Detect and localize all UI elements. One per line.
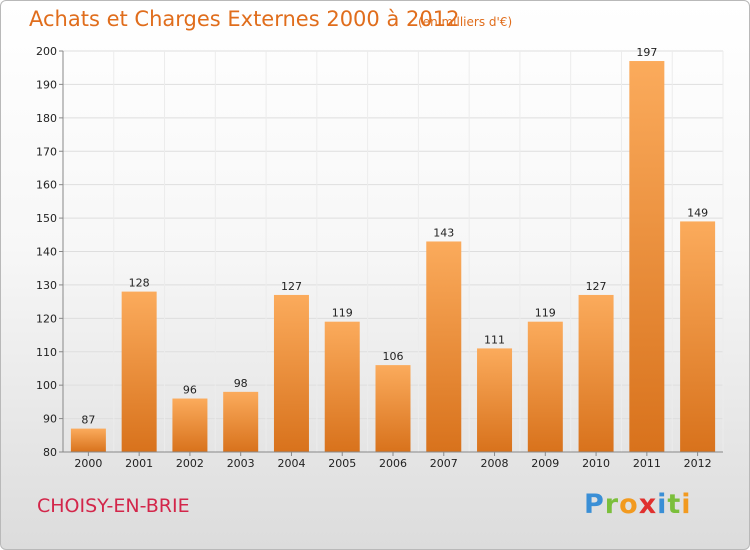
y-tick-label: 160	[36, 179, 57, 192]
bar-2008	[477, 348, 513, 452]
commune-name: CHOISY-EN-BRIE	[37, 495, 190, 517]
logo-letter: i	[657, 489, 668, 520]
y-tick-label: 170	[36, 145, 57, 158]
bar-value-label: 98	[234, 377, 248, 390]
logo-letter: x	[638, 489, 658, 520]
x-tick-label: 2011	[633, 457, 661, 470]
x-tick-label: 2003	[227, 457, 255, 470]
logo-letter: i	[681, 489, 692, 520]
bar-value-label: 197	[636, 46, 657, 59]
chart-title: Achats et Charges Externes 2000 à 2012	[29, 7, 460, 31]
y-tick-label: 150	[36, 212, 57, 225]
bar-value-label: 127	[586, 280, 607, 293]
x-tick-label: 2008	[481, 457, 509, 470]
x-tick-label: 2006	[379, 457, 407, 470]
y-tick-label: 100	[36, 379, 57, 392]
bar-2009	[527, 321, 563, 452]
bar-value-label: 119	[332, 307, 353, 320]
bar-2007	[426, 241, 462, 452]
bar-2004	[273, 294, 309, 452]
logo-letter: r	[604, 489, 620, 520]
y-tick-label: 90	[43, 413, 57, 426]
bar-value-label: 106	[383, 350, 404, 363]
bar-value-label: 96	[183, 384, 197, 397]
bar-value-label: 119	[535, 307, 556, 320]
bars: 87 128 96 98 127 119 106 143 111 119 127 197 149	[70, 46, 716, 453]
bar-value-label: 111	[484, 333, 505, 346]
y-tick-label: 190	[36, 78, 57, 91]
bar-2003	[223, 391, 259, 452]
logo-letter: o	[619, 489, 639, 520]
x-tick-label: 2012	[684, 457, 712, 470]
y-tick-label: 120	[36, 312, 57, 325]
bar-2002	[172, 398, 208, 452]
x-tick-label: 2002	[176, 457, 204, 470]
y-tick-label: 180	[36, 112, 57, 125]
bar-2006	[375, 365, 411, 452]
x-tick-label: 2007	[430, 457, 458, 470]
bar-value-label: 149	[687, 206, 708, 219]
bar-value-label: 127	[281, 280, 302, 293]
y-tick-label: 130	[36, 279, 57, 292]
proxiti-logo[interactable]: Proxiti	[584, 489, 692, 520]
bar-value-label: 87	[81, 414, 95, 427]
y-tick-label: 140	[36, 246, 57, 259]
x-tick-label: 2000	[74, 457, 102, 470]
y-tick-label: 80	[43, 446, 57, 459]
chart-unit: (en milliers d'€)	[418, 15, 513, 29]
x-tick-label: 2005	[328, 457, 356, 470]
x-tick-label: 2010	[582, 457, 610, 470]
bar-2005	[324, 321, 360, 452]
bar-value-label: 128	[129, 277, 150, 290]
y-tick-label: 110	[36, 346, 57, 359]
y-tick-label: 200	[36, 45, 57, 58]
logo-letter: P	[584, 489, 605, 520]
bar-value-label: 143	[433, 226, 454, 239]
bar-2000	[70, 428, 106, 452]
logo-letter: t	[667, 489, 682, 520]
x-tick-label: 2001	[125, 457, 153, 470]
x-tick-label: 2004	[277, 457, 305, 470]
bar-2011	[629, 61, 665, 453]
bar-2012	[680, 221, 716, 452]
bar-2010	[578, 294, 614, 452]
axes: 80 90 100 110 120 130 140 150 160 170 180 190 200 200…	[36, 45, 723, 470]
x-tick-label: 2009	[531, 457, 559, 470]
bar-2001	[121, 291, 157, 452]
